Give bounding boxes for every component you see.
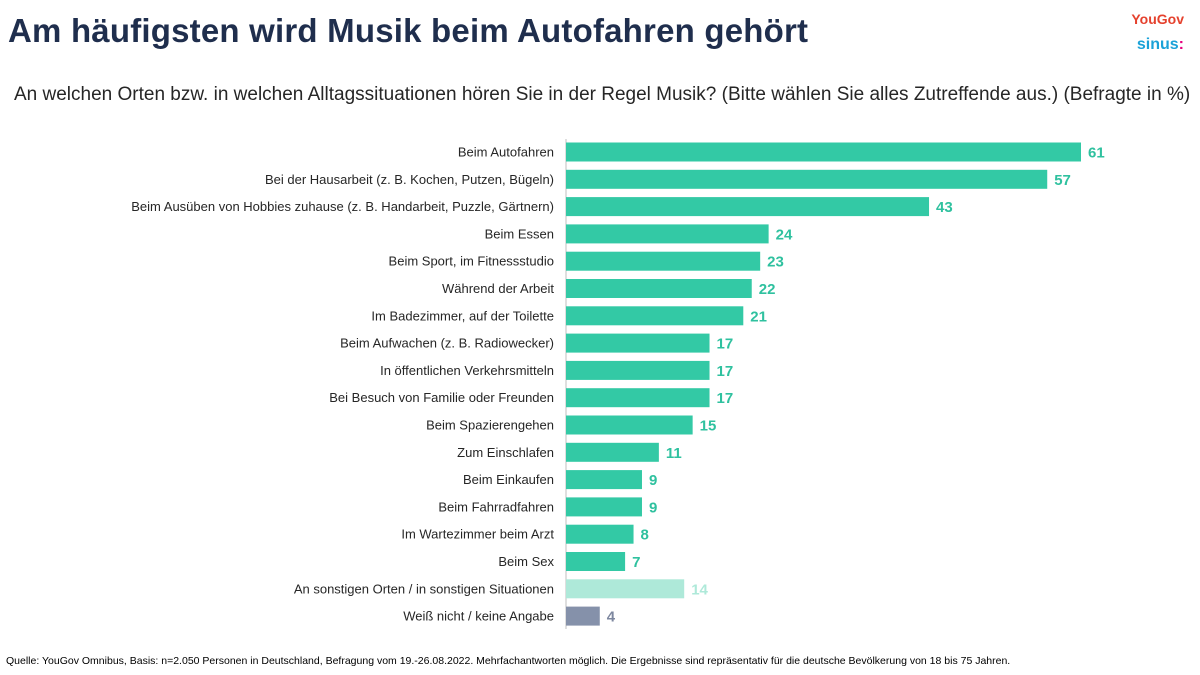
yougov-logo: YouGov <box>1131 11 1184 27</box>
category-label: Beim Autofahren <box>458 145 554 160</box>
category-label: Beim Sex <box>498 554 554 569</box>
value-label: 14 <box>691 581 708 598</box>
category-label: Beim Fahrradfahren <box>438 499 554 514</box>
value-label: 23 <box>767 254 784 271</box>
category-label: Im Badezimmer, auf der Toilette <box>371 308 554 323</box>
bar <box>566 279 752 298</box>
value-label: 43 <box>936 199 953 216</box>
value-label: 15 <box>700 418 717 435</box>
value-label: 17 <box>717 390 734 407</box>
category-label: Bei Besuch von Familie oder Freunden <box>329 390 554 405</box>
category-label: Während der Arbeit <box>442 281 554 296</box>
bar <box>566 552 626 571</box>
chart-title: Am häufigsten wird Musik beim Autofahren… <box>8 12 809 49</box>
bar <box>566 224 769 244</box>
value-label: 9 <box>649 472 657 489</box>
bar <box>566 169 1048 189</box>
category-label: Beim Sport, im Fitnessstudio <box>389 254 554 269</box>
category-label: Weiß nicht / keine Angabe <box>403 609 554 624</box>
value-label: 7 <box>632 554 640 571</box>
bar <box>566 579 685 599</box>
category-label: Beim Aufwachen (z. B. Radiowecker) <box>340 336 554 351</box>
brand-logos: YouGov sinus: <box>1131 10 1184 56</box>
category-label: Bei der Hausarbeit (z. B. Kochen, Putzen… <box>265 172 554 187</box>
value-label: 9 <box>649 499 657 516</box>
category-label: Beim Essen <box>485 226 554 241</box>
value-label: 11 <box>666 445 682 462</box>
category-label: An sonstigen Orten / in sonstigen Situat… <box>294 581 554 596</box>
sinus-logo-dots: : <box>1178 36 1184 53</box>
category-label: Zum Einschlafen <box>457 445 554 460</box>
category-label: Beim Einkaufen <box>463 472 554 487</box>
bar <box>566 142 1081 162</box>
bar <box>566 497 642 517</box>
value-label: 8 <box>641 527 649 544</box>
source-note: Quelle: YouGov Omnibus, Basis: n=2.050 P… <box>6 655 1011 667</box>
bar <box>566 360 710 380</box>
category-label: Beim Spazierengehen <box>426 418 554 433</box>
value-label: 24 <box>776 226 793 243</box>
category-label: In öffentlichen Verkehrsmitteln <box>380 363 554 378</box>
bar <box>566 251 761 271</box>
bar <box>566 388 710 408</box>
value-label: 22 <box>759 281 776 298</box>
value-label: 17 <box>717 363 734 380</box>
value-label: 4 <box>607 609 616 626</box>
chart-subtitle: An welchen Orten bzw. in welchen Alltags… <box>14 84 1191 105</box>
bar <box>566 197 930 217</box>
bar <box>566 606 600 626</box>
category-label: Im Wartezimmer beim Arzt <box>401 527 554 542</box>
bar <box>566 415 693 435</box>
bar <box>566 306 744 326</box>
sinus-logo: sinus: <box>1131 34 1184 56</box>
value-label: 21 <box>750 308 767 325</box>
sinus-logo-text: sinus <box>1136 36 1179 53</box>
bar-group: Beim Autofahren 61 Bei der Hausarbeit (z. … <box>131 142 1105 626</box>
category-label: Beim Ausüben von Hobbies zuhause (z. B. … <box>131 199 554 214</box>
bar <box>566 442 659 462</box>
bar <box>566 333 710 353</box>
value-label: 61 <box>1088 145 1105 162</box>
bar <box>566 524 634 544</box>
bar <box>566 470 642 490</box>
value-label: 17 <box>717 336 734 353</box>
value-label: 57 <box>1054 172 1071 189</box>
